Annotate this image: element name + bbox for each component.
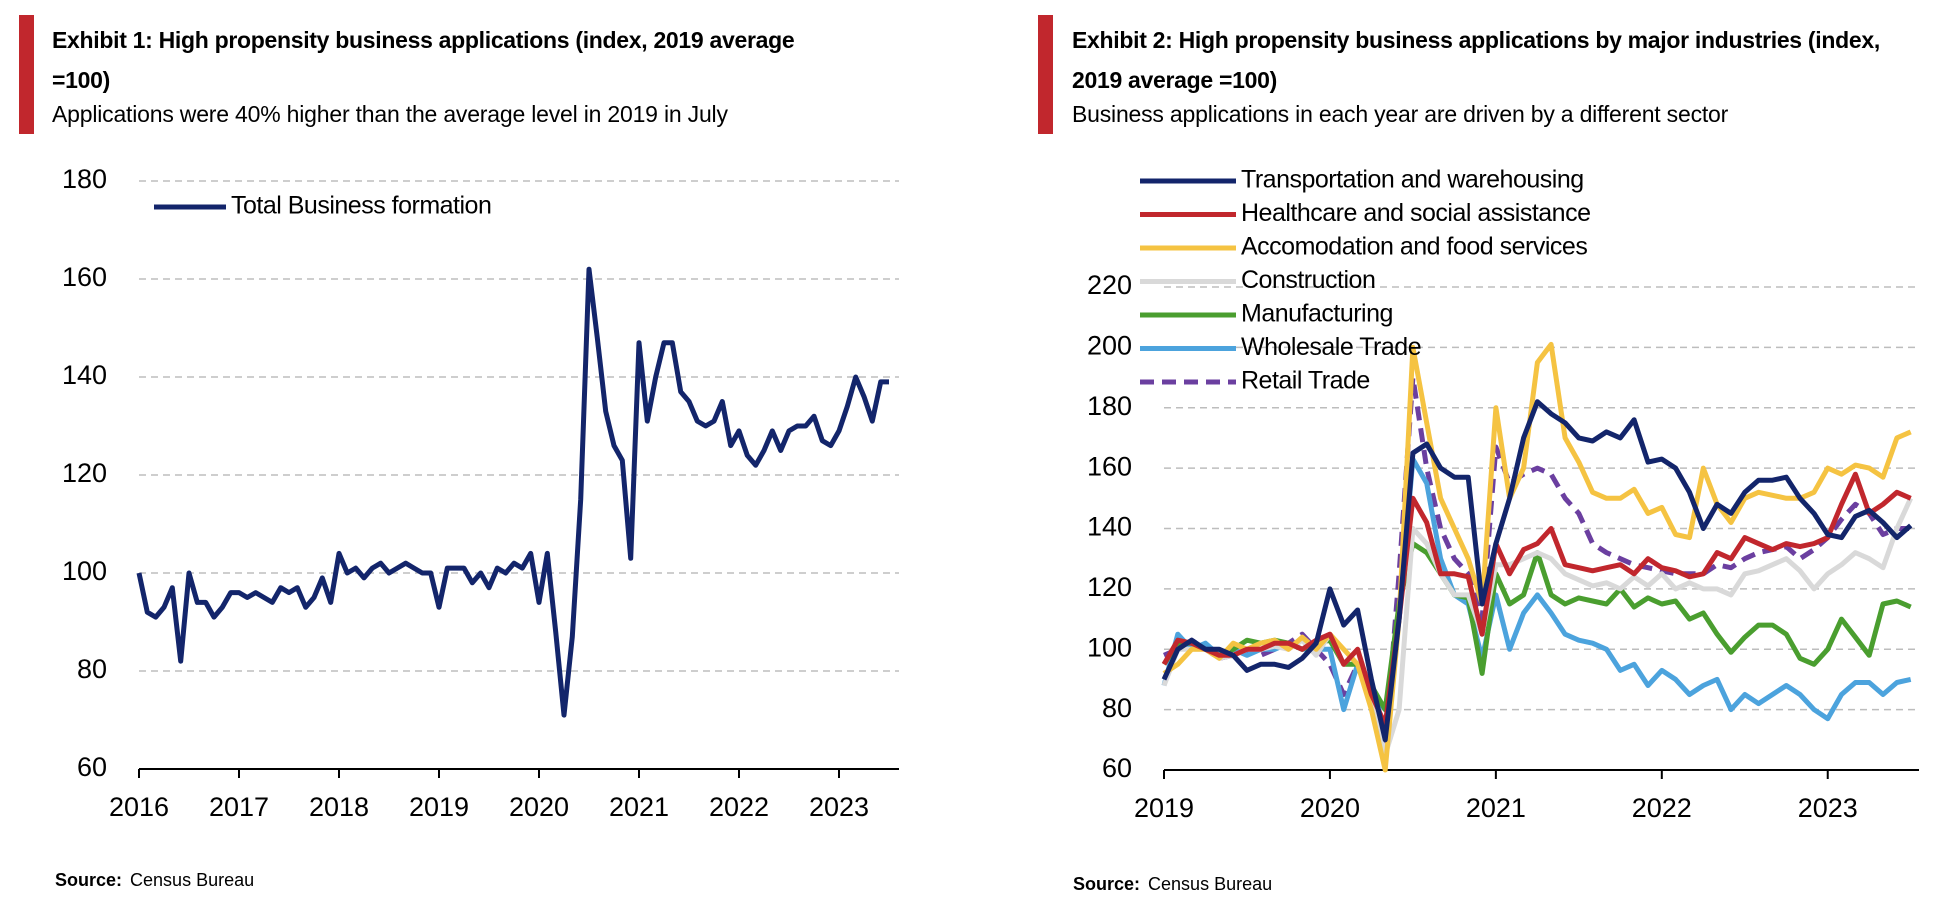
x-tick-label: 2022 (1632, 793, 1692, 823)
source-label: Source: (55, 870, 123, 890)
series-line (1162, 341, 1912, 773)
legend-label: Healthcare and social assistance (1241, 199, 1590, 227)
legend-label: Construction (1241, 266, 1375, 294)
source-note: Source: Census Bureau (1073, 874, 1272, 895)
x-tick-label: 2021 (1466, 793, 1526, 823)
chart-subtitle: Applications were 40% higher than the av… (52, 101, 728, 127)
y-tick-label: 180 (62, 164, 107, 194)
x-tick-label: 2019 (1134, 793, 1194, 823)
x-tick-label: 2023 (1798, 793, 1858, 823)
y-tick-label: 80 (1102, 693, 1132, 723)
y-tick-label: 100 (1087, 632, 1132, 662)
x-tick-label: 2022 (709, 792, 769, 822)
x-tick-label: 2016 (109, 792, 169, 822)
y-tick-label: 220 (1087, 270, 1132, 300)
legend-label: Wholesale Trade (1241, 333, 1421, 361)
y-tick-label: 140 (62, 360, 107, 390)
y-tick-label: 120 (62, 458, 107, 488)
chart-title: Exhibit 2: High propensity business appl… (1072, 27, 1880, 93)
source-text: Census Bureau (130, 870, 255, 890)
chart-title: Exhibit 1: High propensity business appl… (52, 27, 795, 93)
y-tick-label: 140 (1087, 512, 1132, 542)
y-tick-label: 60 (77, 752, 107, 782)
source-label: Source: (1073, 874, 1141, 894)
y-tick-label: 100 (62, 556, 107, 586)
y-tick-label: 200 (1087, 331, 1132, 361)
legend-label: Retail Trade (1241, 367, 1370, 395)
series-line (1161, 471, 1912, 728)
source-note: Source: Census Bureau (55, 870, 254, 891)
x-tick-label: 2017 (209, 792, 269, 822)
y-tick-label: 60 (1102, 753, 1132, 783)
y-tick-label: 120 (1087, 572, 1132, 602)
legend-label: Accomodation and food services (1241, 233, 1587, 261)
source-text: Census Bureau (1148, 874, 1273, 894)
x-tick-label: 2020 (1300, 793, 1360, 823)
legend-label: Total Business formation (231, 192, 491, 220)
accent-bar (19, 15, 34, 134)
chart-subtitle: Business applications in each year are d… (1072, 101, 1729, 127)
y-tick-label: 180 (1087, 391, 1132, 421)
series-line (136, 266, 889, 718)
x-tick-label: 2020 (509, 792, 569, 822)
series-line (1161, 399, 1913, 743)
x-tick-label: 2023 (809, 792, 869, 822)
x-tick-label: 2018 (309, 792, 369, 822)
legend-label: Manufacturing (1241, 300, 1393, 328)
series-line (1161, 497, 1913, 758)
y-tick-label: 80 (77, 654, 107, 684)
y-tick-label: 160 (62, 262, 107, 292)
accent-bar (1038, 15, 1053, 134)
y-tick-label: 160 (1087, 451, 1132, 481)
x-tick-label: 2021 (609, 792, 669, 822)
legend-label: Transportation and warehousing (1241, 166, 1584, 194)
x-tick-label: 2019 (409, 792, 469, 822)
